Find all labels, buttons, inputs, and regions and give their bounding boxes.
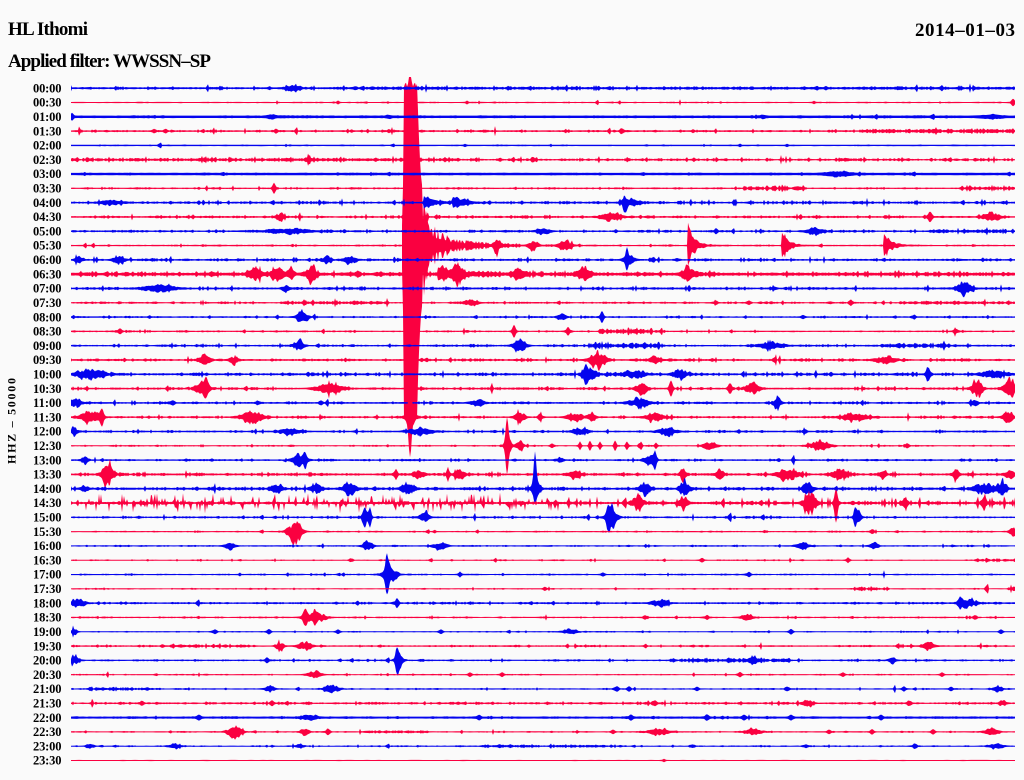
svg-text:20:00: 20:00 [33,654,62,668]
svg-text:19:00: 19:00 [33,625,62,639]
svg-text:22:30: 22:30 [33,725,62,739]
svg-text:10:30: 10:30 [33,382,62,396]
svg-text:02:00: 02:00 [33,139,62,153]
svg-text:12:00: 12:00 [33,425,62,439]
svg-text:01:30: 01:30 [33,124,62,138]
svg-text:23:30: 23:30 [33,754,62,768]
svg-text:17:30: 17:30 [33,582,62,596]
svg-text:21:30: 21:30 [33,697,62,711]
svg-text:12:30: 12:30 [33,439,62,453]
svg-text:Applied filter: WWSSN–SP: Applied filter: WWSSN–SP [8,51,211,72]
svg-text:13:00: 13:00 [33,453,62,467]
svg-text:14:00: 14:00 [33,482,62,496]
svg-text:09:00: 09:00 [33,339,62,353]
svg-text:2014–01–03: 2014–01–03 [915,20,1015,41]
svg-text:08:30: 08:30 [33,325,62,339]
svg-text:19:30: 19:30 [33,639,62,653]
svg-text:07:00: 07:00 [33,282,62,296]
svg-text:22:00: 22:00 [33,711,62,725]
svg-text:13:30: 13:30 [33,468,62,482]
svg-text:20:30: 20:30 [33,668,62,682]
svg-text:15:30: 15:30 [33,525,62,539]
svg-text:18:00: 18:00 [33,596,62,610]
svg-text:11:30: 11:30 [33,410,62,424]
svg-text:14:30: 14:30 [33,496,62,510]
svg-text:06:30: 06:30 [33,267,62,281]
svg-text:23:00: 23:00 [33,739,62,753]
svg-text:03:00: 03:00 [33,167,62,181]
svg-text:09:30: 09:30 [33,353,62,367]
svg-text:05:00: 05:00 [33,224,62,238]
svg-text:05:30: 05:30 [33,239,62,253]
svg-text:02:30: 02:30 [33,153,62,167]
svg-text:07:30: 07:30 [33,296,62,310]
svg-text:15:00: 15:00 [33,511,62,525]
svg-text:00:30: 00:30 [33,96,62,110]
svg-text:11:00: 11:00 [33,396,62,410]
svg-text:10:00: 10:00 [33,368,62,382]
svg-text:21:00: 21:00 [33,682,62,696]
svg-text:06:00: 06:00 [33,253,62,267]
svg-text:16:30: 16:30 [33,553,62,567]
svg-text:04:00: 04:00 [33,196,62,210]
svg-text:03:30: 03:30 [33,182,62,196]
svg-text:17:00: 17:00 [33,568,62,582]
svg-text:HL Ithomi: HL Ithomi [8,19,88,40]
svg-text:16:00: 16:00 [33,539,62,553]
svg-text:08:00: 08:00 [33,310,62,324]
svg-text:01:00: 01:00 [33,110,62,124]
svg-text:00:00: 00:00 [33,81,62,95]
svg-text:18:30: 18:30 [33,611,62,625]
svg-text:04:30: 04:30 [33,210,62,224]
